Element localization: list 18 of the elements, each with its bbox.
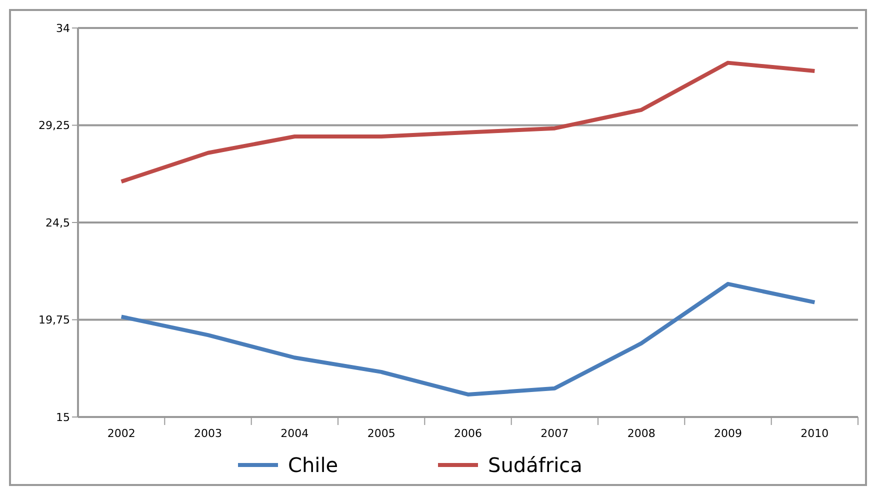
x-tick-label: 2006 (454, 427, 482, 440)
legend-label: Chile (288, 453, 338, 477)
x-tick-label: 2003 (194, 427, 222, 440)
y-tick-label: 24,5 (46, 216, 70, 230)
x-tick-label: 2007 (540, 427, 569, 440)
x-tick-label: 2008 (627, 427, 656, 440)
y-tick-label: 19,75 (38, 314, 70, 327)
x-tick-label: 2009 (714, 427, 742, 440)
x-tick-label: 2005 (367, 427, 396, 440)
line-series (119, 60, 817, 184)
y-tick-label: 29,25 (38, 119, 70, 132)
legend-label: Sudáfrica (488, 453, 582, 477)
y-tick-label: 15 (56, 410, 70, 424)
line-series (119, 282, 817, 396)
x-tick-label: 2010 (800, 427, 829, 440)
x-tick-label: 2002 (107, 427, 136, 440)
y-tick-label: 34 (56, 22, 70, 35)
x-tick-label: 2004 (280, 427, 309, 440)
